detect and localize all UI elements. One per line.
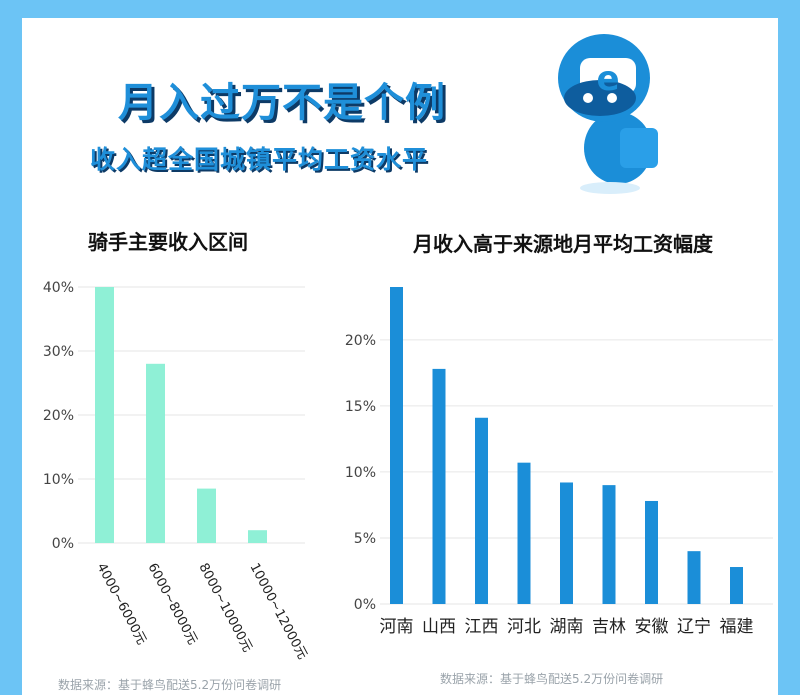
bar-4 — [248, 530, 267, 543]
page-subtitle: 收入超全国城镇平均工资水平 — [90, 145, 429, 174]
bar-4 — [517, 462, 531, 604]
right-chart-source: 数据来源：基于蜂鸟配送5.2万份问卷调研 — [440, 672, 664, 686]
y-tick-label: 30% — [43, 344, 74, 360]
y-tick-label: 15% — [345, 399, 376, 415]
robot-mascot-icon: e — [551, 34, 658, 194]
y-tick-label: 10% — [43, 472, 74, 488]
x-tick-label: 吉林 — [592, 617, 626, 637]
right-chart-title: 月收入高于来源地月平均工资幅度 — [413, 232, 713, 256]
bar-9 — [730, 567, 743, 604]
y-tick-label: 0% — [354, 597, 376, 613]
x-tick-label: 河南 — [380, 617, 414, 637]
x-tick-label: 辽宁 — [677, 617, 711, 637]
bar-2 — [432, 368, 446, 604]
left-chart-title: 骑手主要收入区间 — [88, 230, 248, 254]
bar-3 — [197, 488, 216, 543]
x-tick-label: 福建 — [720, 617, 754, 637]
bar-8 — [687, 551, 701, 604]
x-tick-label: 湖南 — [550, 617, 584, 637]
bar-5 — [560, 482, 573, 604]
bar-1 — [390, 287, 403, 604]
y-tick-label: 40% — [43, 280, 74, 296]
bar-7 — [645, 500, 658, 604]
left-chart-source: 数据来源：基于蜂鸟配送5.2万份问卷调研 — [58, 678, 282, 692]
x-tick-label: 河北 — [507, 617, 541, 637]
y-tick-label: 5% — [354, 531, 376, 547]
bar-3 — [475, 417, 488, 604]
y-tick-label: 20% — [345, 333, 376, 349]
bar-1 — [95, 287, 114, 543]
bar-6 — [602, 485, 616, 604]
y-tick-label: 0% — [52, 536, 74, 552]
x-tick-label: 江西 — [465, 617, 499, 637]
svg-text:e: e — [596, 59, 619, 99]
y-tick-label: 10% — [345, 465, 376, 481]
y-tick-label: 20% — [43, 408, 74, 424]
x-tick-label: 山西 — [422, 617, 456, 637]
x-tick-label: 安徽 — [635, 617, 669, 637]
bar-2 — [146, 363, 165, 543]
page-title: 月入过万不是个例 — [118, 80, 446, 126]
